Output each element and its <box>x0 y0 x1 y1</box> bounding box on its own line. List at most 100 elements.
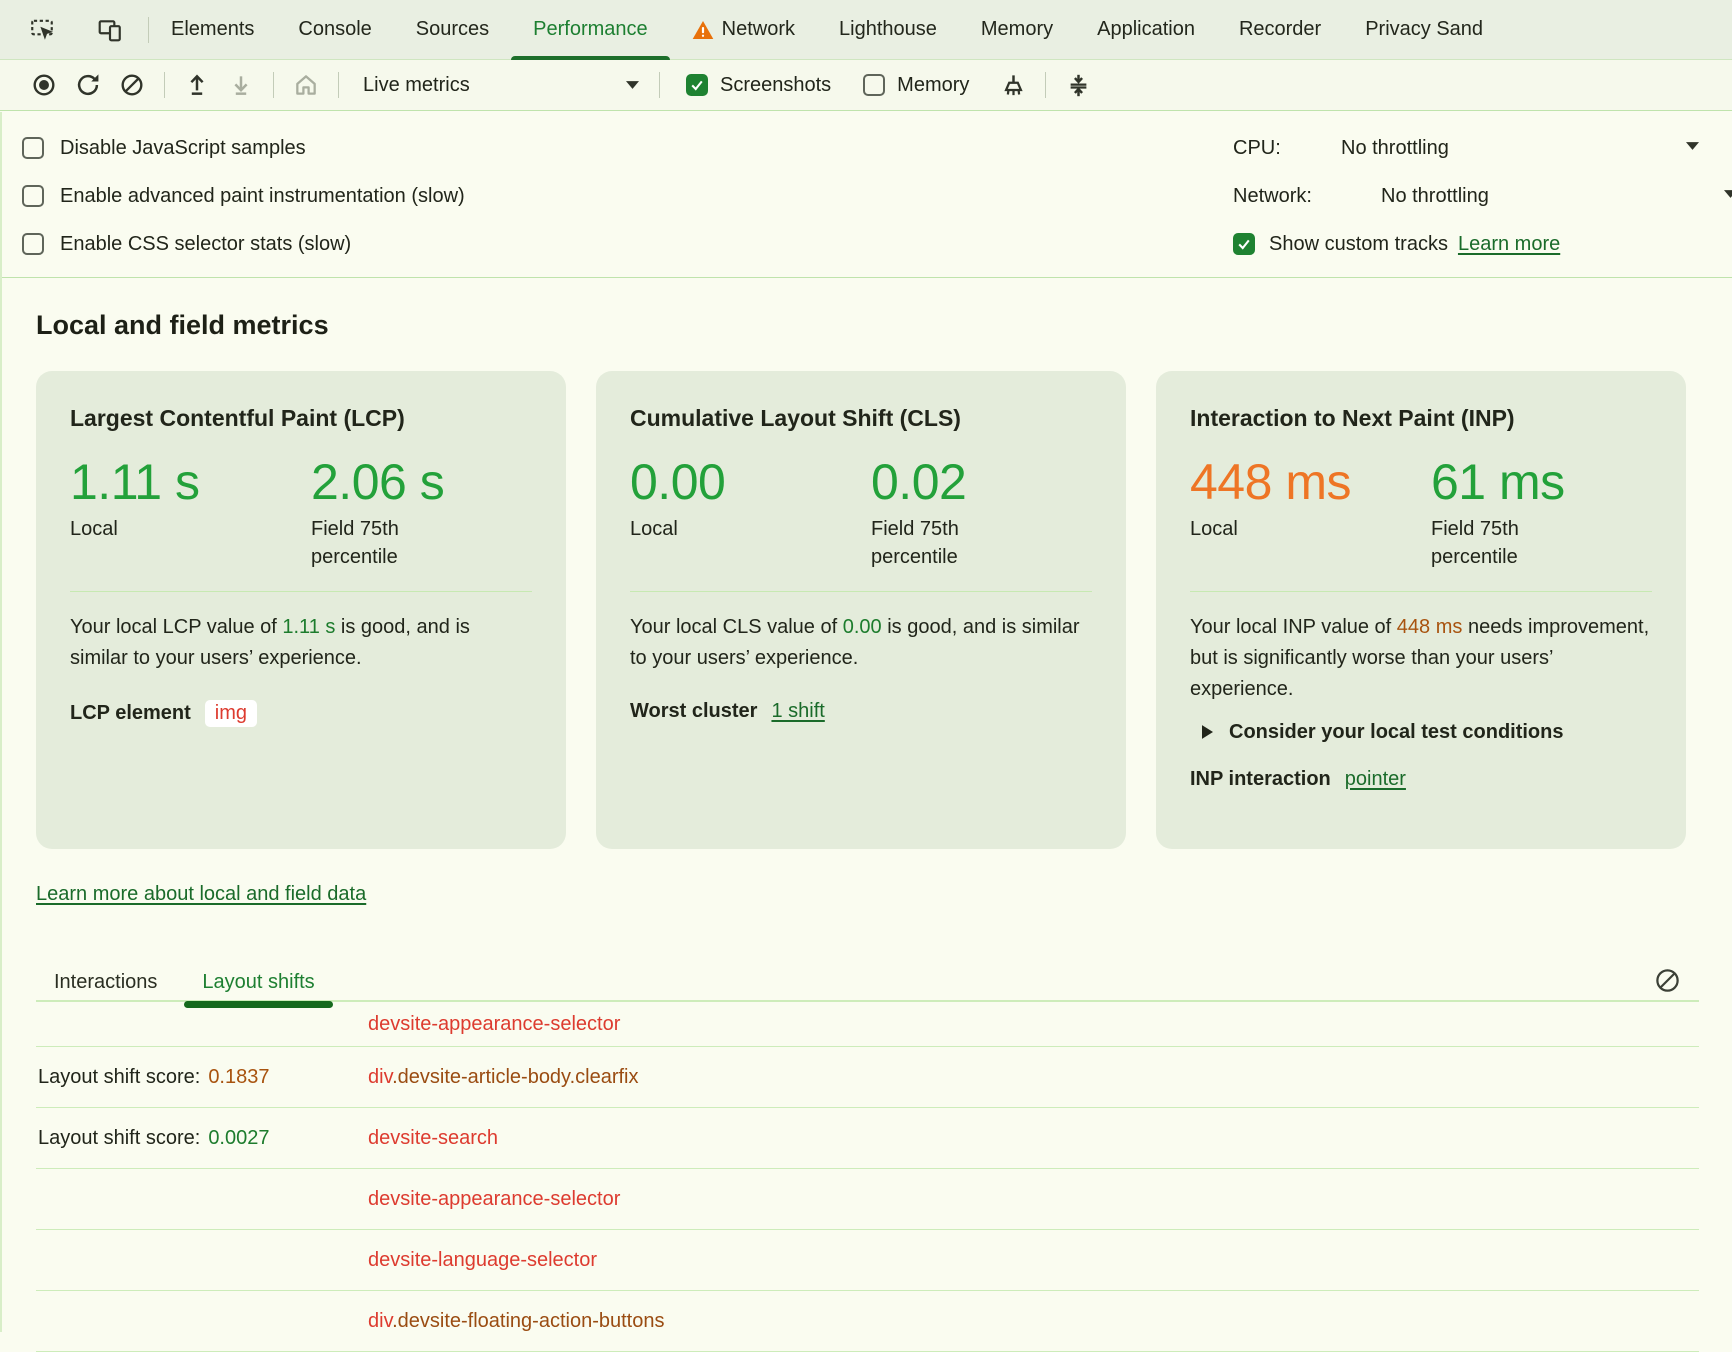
cls-card: Cumulative Layout Shift (CLS) 0.00 Local… <box>596 371 1126 849</box>
inp-interaction-link[interactable]: pointer <box>1344 767 1406 790</box>
shift-element-link[interactable]: div <box>368 1309 393 1332</box>
save-profile-button[interactable] <box>219 65 263 105</box>
tab-network[interactable]: Network <box>670 0 817 59</box>
tab-privacy-sandbox[interactable]: Privacy Sand <box>1343 0 1505 59</box>
network-label: Network: <box>1233 184 1312 207</box>
local-label: Local <box>630 517 678 540</box>
layout-shift-row[interactable]: Layout shift score: 0.0027 devsite-searc… <box>36 1108 1699 1169</box>
metric-cards: Largest Contentful Paint (LCP) 1.11 s Lo… <box>36 371 1732 849</box>
layout-shift-row[interactable]: Layout shift score: 0.1837 div.devsite-a… <box>36 1047 1699 1108</box>
live-metrics-view: Local and field metrics Largest Contentf… <box>0 310 1732 1352</box>
show-custom-tracks-row[interactable]: Show custom tracks Learn more <box>1233 220 1732 268</box>
worst-cluster-label: Worst cluster <box>630 699 758 722</box>
memory-checkbox[interactable]: Memory <box>847 74 985 97</box>
load-profile-button[interactable] <box>175 65 219 105</box>
shift-score-label: Layout shift score: <box>38 1126 201 1149</box>
shift-element-link[interactable]: devsite-search <box>368 1126 499 1149</box>
panel-mode-value: Live metrics <box>363 73 470 96</box>
worst-cluster-link[interactable]: 1 shift <box>771 699 825 722</box>
collect-garbage-icon <box>1070 74 1087 96</box>
tab-application[interactable]: Application <box>1075 0 1217 59</box>
network-throttling-select[interactable]: Network: No throttling <box>1233 172 1732 220</box>
panel-mode-select[interactable]: Live metrics <box>349 65 649 105</box>
cls-card-title: Cumulative Layout Shift (CLS) <box>630 405 961 431</box>
css-selector-stats-label: Enable CSS selector stats (slow) <box>60 232 352 255</box>
tab-interactions[interactable]: Interactions <box>54 970 158 993</box>
field-label: Field 75th percentile <box>871 517 959 568</box>
block-icon <box>121 74 143 96</box>
inp-description: Your local INP value of 448 ms needs imp… <box>1190 615 1650 700</box>
disable-js-samples-label: Disable JavaScript samples <box>60 136 306 159</box>
collect-garbage-button[interactable] <box>1056 65 1100 105</box>
tab-performance[interactable]: Performance <box>511 0 670 60</box>
tab-elements[interactable]: Elements <box>149 0 276 59</box>
learn-more-local-field-link[interactable]: Learn more about local and field data <box>36 883 367 905</box>
live-metrics-log: Interactions Layout shifts devsite-appea… <box>36 964 1699 1352</box>
tab-console[interactable]: Console <box>276 0 393 59</box>
tab-label: Console <box>298 18 372 40</box>
local-test-conditions-expander[interactable]: Consider your local test conditions <box>1190 721 1652 744</box>
shift-element-link[interactable]: devsite-appearance-selector <box>368 1187 621 1210</box>
cpu-throttling-value: No throttling <box>1341 136 1449 159</box>
download-icon <box>234 76 248 95</box>
home-icon <box>296 75 316 95</box>
capture-settings-section: Disable JavaScript samples Enable advanc… <box>0 111 1732 278</box>
gc-broom-button[interactable] <box>991 65 1035 105</box>
layout-shift-row[interactable]: devsite-appearance-selector <box>36 1169 1699 1230</box>
tab-layout-shifts[interactable]: Layout shifts <box>184 964 333 1008</box>
checkbox-checked-icon <box>686 74 708 96</box>
tab-recorder[interactable]: Recorder <box>1217 0 1343 59</box>
cls-description: Your local CLS value of 0.00 is good, an… <box>630 615 1080 669</box>
inspect-element-button[interactable] <box>20 10 64 50</box>
clear-log-button[interactable] <box>1654 967 1681 994</box>
chevron-down-icon <box>1686 142 1699 150</box>
disable-js-samples-row[interactable]: Disable JavaScript samples <box>0 124 1732 172</box>
record-button[interactable] <box>22 65 66 105</box>
tab-sources[interactable]: Sources <box>394 0 511 59</box>
chevron-down-icon <box>626 81 639 89</box>
cls-inline-value: 0.00 <box>842 615 882 638</box>
tab-memory[interactable]: Memory <box>959 0 1075 59</box>
shift-element-classes[interactable]: .devsite-article-body.clearfix <box>392 1065 639 1088</box>
performance-toolbar: Live metrics Screenshots Memory <box>0 60 1732 111</box>
custom-tracks-learn-more-link[interactable]: Learn more <box>1457 232 1561 255</box>
cpu-throttling-select[interactable]: CPU: No throttling <box>1233 124 1732 172</box>
clear-button[interactable] <box>110 65 154 105</box>
screenshots-checkbox[interactable]: Screenshots <box>670 74 847 97</box>
layout-shift-row[interactable]: div.devsite-floating-action-buttons <box>36 1291 1699 1352</box>
broom-icon <box>1004 74 1023 95</box>
device-toolbar-button[interactable] <box>88 10 132 50</box>
inspect-cursor-icon <box>31 19 54 40</box>
shift-element-link[interactable]: div <box>368 1065 393 1088</box>
lcp-card: Largest Contentful Paint (LCP) 1.11 s Lo… <box>36 371 566 849</box>
shift-element-link[interactable]: devsite-language-selector <box>368 1248 598 1271</box>
devtools-tabbar: Elements Console Sources Performance Net… <box>0 0 1732 60</box>
card-divider <box>70 590 532 592</box>
css-selector-stats-row[interactable]: Enable CSS selector stats (slow) <box>0 220 1732 268</box>
tab-label: Recorder <box>1238 18 1322 40</box>
block-icon <box>1656 969 1679 992</box>
card-divider <box>630 590 1092 592</box>
tab-label: Elements <box>171 18 255 40</box>
triangle-right-icon <box>1202 725 1213 739</box>
screenshots-label: Screenshots <box>720 73 832 96</box>
device-toolbar-icon <box>98 19 121 41</box>
advanced-paint-row[interactable]: Enable advanced paint instrumentation (s… <box>0 172 1732 220</box>
record-and-reload-button[interactable] <box>66 65 110 105</box>
toolbar-separator <box>273 72 274 98</box>
back-home-button[interactable] <box>284 65 328 105</box>
toolbar-separator <box>338 72 339 98</box>
layout-shift-row[interactable]: devsite-language-selector <box>36 1230 1699 1291</box>
checkbox-checked-icon <box>1233 233 1255 255</box>
warning-icon <box>692 20 713 39</box>
cpu-label: CPU: <box>1233 136 1281 159</box>
shift-element-classes[interactable]: .devsite-floating-action-buttons <box>392 1309 665 1332</box>
lcp-element-link[interactable]: img <box>204 699 258 727</box>
shift-element-link[interactable]: devsite-appearance-selector <box>368 1012 621 1035</box>
layout-shift-row[interactable]: devsite-appearance-selector <box>36 1002 1699 1047</box>
inp-card: Interaction to Next Paint (INP) 448 ms L… <box>1156 371 1686 849</box>
local-label: Local <box>1190 517 1238 540</box>
checkbox-unchecked-icon <box>22 137 44 159</box>
tab-lighthouse[interactable]: Lighthouse <box>817 0 959 59</box>
tab-label: Network <box>721 18 795 40</box>
